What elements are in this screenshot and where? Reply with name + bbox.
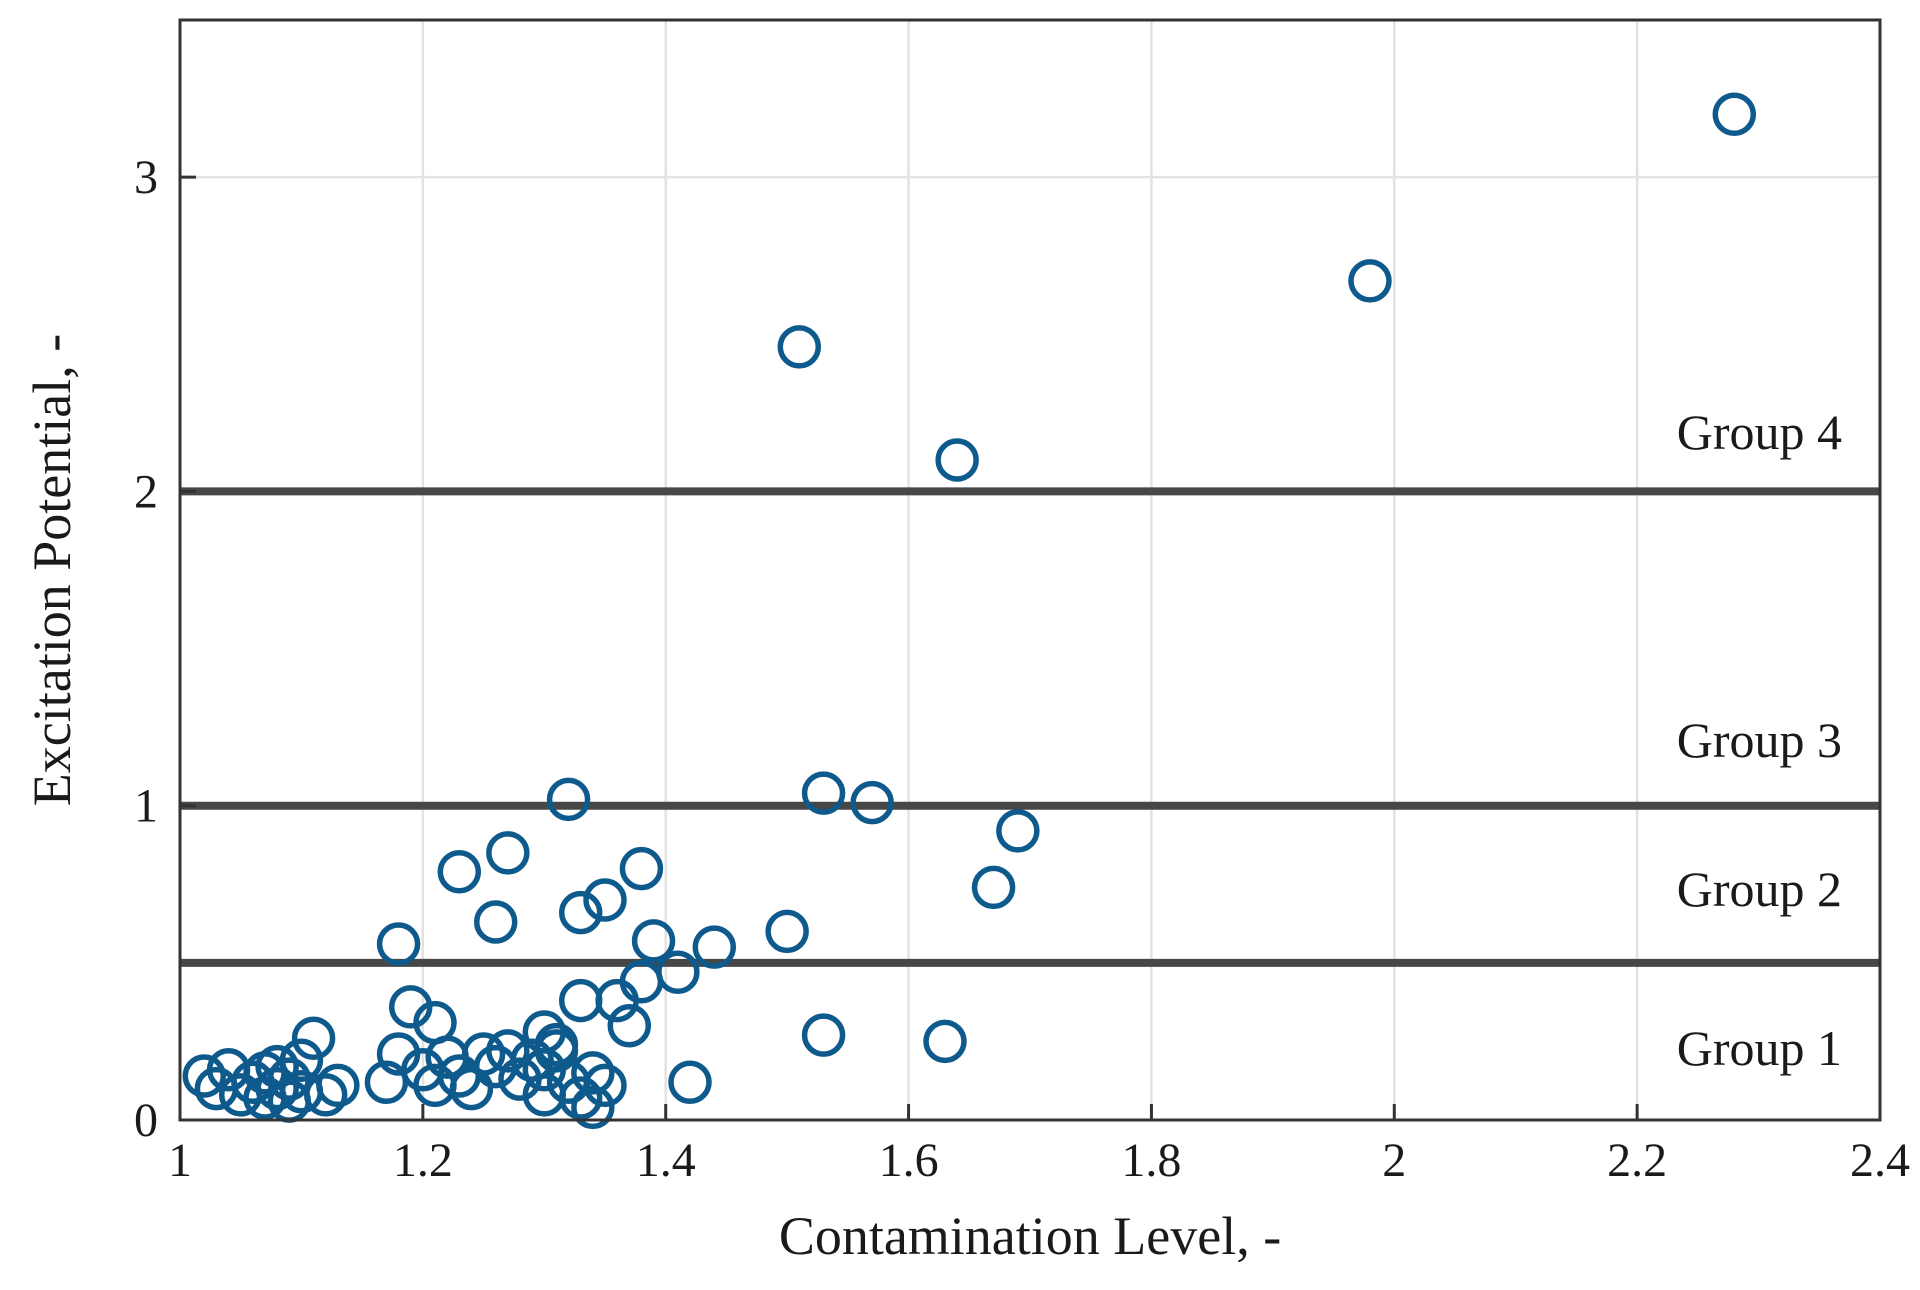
x-tick-label: 1.2 [393, 1134, 453, 1187]
group-1-annotation: Group 1 [1676, 1020, 1842, 1076]
x-tick-label: 1 [168, 1134, 192, 1187]
data-point [255, 1066, 299, 1111]
data-point [303, 1073, 348, 1117]
data-point [486, 1029, 530, 1073]
data-point [765, 909, 809, 954]
y-tick-label: 3 [134, 151, 158, 204]
data-point [935, 438, 979, 482]
axes-box [178, 18, 1882, 1122]
data-point [291, 1016, 336, 1061]
group-3-annotation: Group 3 [1676, 712, 1842, 768]
y-axis-label: Excitation Potential, - [22, 333, 82, 807]
data-point [777, 325, 822, 369]
data-point [668, 1060, 712, 1105]
x-axis-label: Contamination Level, - [778, 1206, 1282, 1266]
data-point [619, 959, 664, 1004]
x-tick-label: 2 [1382, 1134, 1406, 1187]
data-point [619, 846, 664, 891]
data-point [437, 849, 482, 894]
data-point [801, 771, 846, 815]
y-tick-label: 0 [134, 1094, 158, 1147]
data-point [850, 780, 894, 825]
data-point [461, 1032, 506, 1076]
data-point [558, 890, 603, 935]
data-point [631, 919, 676, 963]
y-tick-label: 2 [134, 465, 158, 518]
group-4-annotation: Group 4 [1676, 404, 1842, 460]
x-tick-label: 1.4 [636, 1134, 696, 1187]
data-point [1712, 92, 1757, 137]
data-point [583, 878, 627, 922]
x-tick-label: 1.6 [879, 1134, 939, 1187]
data-point [801, 1013, 846, 1057]
data-point [182, 1054, 227, 1098]
data-point [923, 1019, 967, 1064]
data-point [607, 1003, 652, 1048]
data-point [558, 978, 603, 1023]
data-point [376, 922, 421, 966]
data-point [971, 865, 1016, 910]
data-point [571, 1085, 615, 1130]
data-point [558, 1076, 603, 1120]
x-tick-label: 2.2 [1607, 1134, 1667, 1187]
y-tick-label: 1 [134, 780, 158, 833]
data-point [546, 777, 591, 822]
data-point [316, 1063, 360, 1108]
data-point [473, 900, 518, 944]
data-point [1348, 259, 1392, 303]
x-tick-label: 1.8 [1121, 1134, 1181, 1187]
data-point [279, 1038, 324, 1083]
data-point [692, 925, 737, 969]
data-point [571, 1051, 615, 1095]
data-point [583, 1063, 627, 1108]
x-tick-label: 2.4 [1850, 1134, 1910, 1187]
data-point [996, 809, 1040, 853]
group-2-annotation: Group 2 [1676, 861, 1842, 917]
data-point [486, 831, 530, 875]
